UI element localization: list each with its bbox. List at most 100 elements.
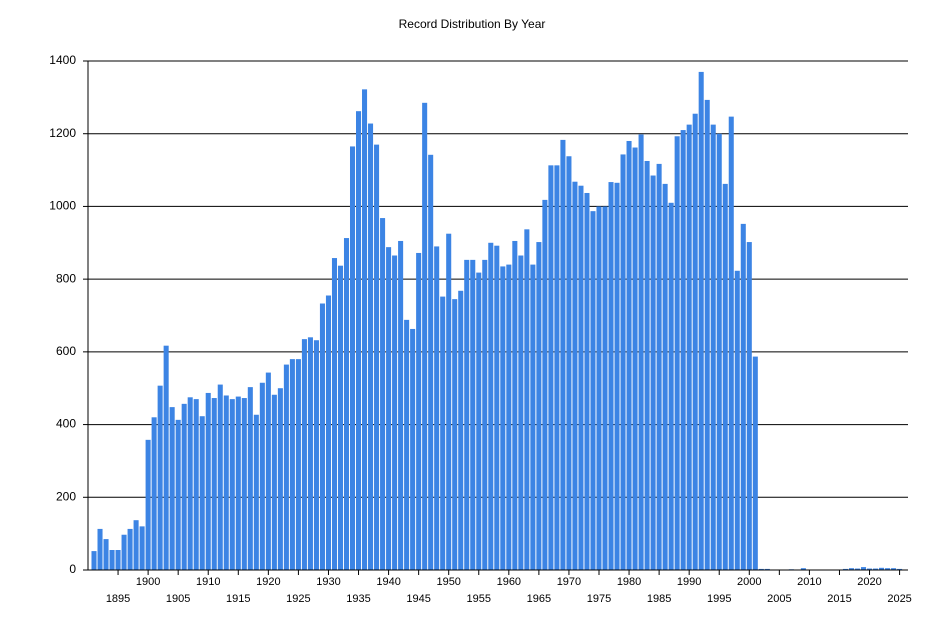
bar xyxy=(416,252,422,571)
bar xyxy=(464,259,470,570)
bar xyxy=(331,258,338,570)
bar xyxy=(452,299,458,570)
x-tick-label: 1910 xyxy=(196,576,220,588)
bar xyxy=(157,385,163,570)
bar xyxy=(392,255,398,570)
bar xyxy=(368,123,374,570)
bar xyxy=(259,382,265,570)
bar xyxy=(656,163,662,570)
y-tick-label: 1400 xyxy=(49,53,76,67)
bar xyxy=(800,568,806,570)
bar xyxy=(229,399,235,570)
bar xyxy=(476,272,482,570)
bar xyxy=(566,156,572,570)
bar xyxy=(542,199,548,571)
bar xyxy=(319,303,325,570)
bar xyxy=(265,372,271,570)
bar xyxy=(704,99,710,570)
bar xyxy=(349,146,356,571)
x-tick-label: 2025 xyxy=(887,593,911,605)
x-tick-label: 2005 xyxy=(767,593,791,605)
bar xyxy=(650,175,656,570)
y-tick-label: 1200 xyxy=(49,126,76,140)
bar xyxy=(193,399,199,570)
bar xyxy=(548,165,554,570)
bar xyxy=(295,359,301,570)
bar xyxy=(722,183,728,570)
bar xyxy=(458,290,464,570)
bar xyxy=(133,520,139,570)
x-tick-label: 1970 xyxy=(557,576,581,588)
y-tick-label: 400 xyxy=(56,417,76,431)
bar xyxy=(488,242,494,571)
bar xyxy=(151,417,157,570)
bar xyxy=(752,356,758,570)
x-tick-label: 2000 xyxy=(737,576,761,588)
bar xyxy=(217,384,223,570)
bar xyxy=(313,340,319,570)
bar xyxy=(277,388,283,570)
bar xyxy=(698,71,704,571)
bar xyxy=(446,233,452,571)
bar xyxy=(728,116,734,570)
bar xyxy=(620,154,626,570)
bar xyxy=(626,140,632,570)
chart-title: Record Distribution By Year xyxy=(399,17,546,31)
x-tick-label: 1935 xyxy=(346,593,370,605)
x-tick-label: 1915 xyxy=(226,593,250,605)
bar xyxy=(614,182,620,570)
bar xyxy=(470,259,476,570)
bar xyxy=(897,568,903,570)
bar xyxy=(307,337,313,570)
bar xyxy=(692,113,698,570)
bar xyxy=(422,102,428,570)
bar xyxy=(181,403,187,570)
bar xyxy=(536,242,542,570)
bar xyxy=(524,229,530,571)
bar xyxy=(283,364,289,570)
bar xyxy=(211,398,217,570)
bar xyxy=(386,247,392,571)
x-tick-label: 1905 xyxy=(166,593,190,605)
bar xyxy=(740,223,746,570)
x-tick-label: 2015 xyxy=(827,593,851,605)
bar xyxy=(115,550,121,570)
bar xyxy=(404,319,410,570)
x-tick-label: 1985 xyxy=(647,593,671,605)
x-tick-label: 1990 xyxy=(677,576,701,588)
x-tick-label: 2010 xyxy=(797,576,821,588)
bar xyxy=(91,551,97,570)
bar xyxy=(638,134,644,571)
bar xyxy=(842,568,849,570)
bar xyxy=(97,528,103,570)
bar xyxy=(362,89,368,570)
bar xyxy=(596,206,602,570)
bar xyxy=(854,568,861,570)
bar xyxy=(235,396,241,570)
bar xyxy=(608,182,614,571)
bar xyxy=(662,183,668,570)
x-tick-label: 1975 xyxy=(587,593,611,605)
bar xyxy=(434,246,440,570)
bar xyxy=(127,528,133,570)
bar xyxy=(758,568,764,570)
bar xyxy=(867,568,873,570)
x-tick-label: 1965 xyxy=(527,593,551,605)
bar xyxy=(680,130,686,571)
x-tick-label: 1940 xyxy=(376,576,400,588)
y-tick-label: 1000 xyxy=(49,199,76,213)
x-tick-label: 1900 xyxy=(136,576,160,588)
x-tick-label: 1960 xyxy=(497,576,521,588)
bar xyxy=(289,359,295,570)
bar xyxy=(506,264,512,570)
x-tick-label: 1930 xyxy=(316,576,340,588)
bar xyxy=(247,387,253,570)
bar xyxy=(572,181,578,570)
bar xyxy=(241,398,247,570)
x-tick-label: 1955 xyxy=(467,593,491,605)
bar xyxy=(644,160,650,570)
bar xyxy=(746,242,752,570)
bar xyxy=(584,192,590,570)
bar xyxy=(440,296,446,570)
